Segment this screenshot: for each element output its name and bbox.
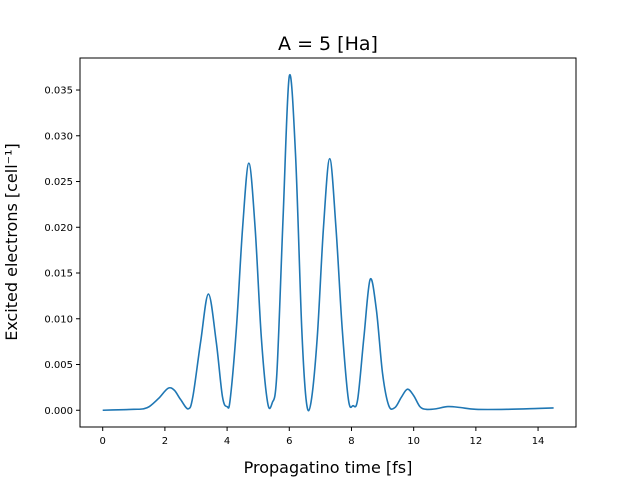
x-tick-label: 14: [532, 436, 545, 447]
x-tick-label: 12: [469, 436, 482, 447]
y-tick-label: 0.020: [44, 223, 73, 234]
y-tick-label: 0.025: [44, 177, 73, 188]
x-tick-label: 2: [162, 436, 168, 447]
y-axis-ticks: 0.000 0.005 0.010 0.015 0.020 0.025 0.030 0.035: [44, 86, 80, 417]
plot-area-frame: [79, 57, 577, 428]
x-tick-label: 8: [348, 436, 354, 447]
x-tick-label: 10: [407, 436, 420, 447]
x-tick-label: 4: [224, 436, 230, 447]
y-tick-label: 0.030: [44, 131, 73, 142]
y-axis-label: Excited electrons [cell⁻¹]: [2, 143, 21, 341]
x-tick-label: 0: [100, 436, 106, 447]
x-axis-ticks: 0 2 4 6 8 10 12 14: [100, 427, 545, 447]
y-tick-label: 0.000: [44, 406, 73, 417]
chart-title: A = 5 [Ha]: [278, 33, 378, 55]
y-tick-label: 0.015: [44, 269, 73, 280]
y-tick-label: 0.005: [44, 360, 73, 371]
series-line: [102, 73, 554, 412]
x-axis-label: Propagatino time [fs]: [244, 458, 413, 477]
y-tick-label: 0.035: [44, 86, 73, 97]
y-tick-label: 0.010: [44, 314, 73, 325]
x-tick-label: 6: [286, 436, 292, 447]
